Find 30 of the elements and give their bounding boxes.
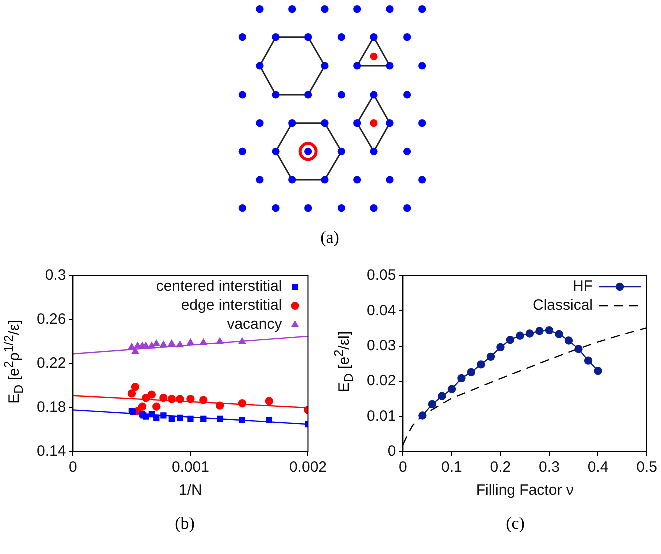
y-tick-label: 0.01 [366, 408, 396, 425]
y-tick-label: 0.05 [366, 267, 396, 284]
legend-label: vacancy [227, 316, 283, 334]
x-tick-label: 0.001 [172, 459, 210, 476]
y-tick-label: 0.18 [36, 399, 66, 416]
y-tick-label: 0.04 [366, 302, 396, 320]
x-tick-label: 0.4 [588, 459, 609, 476]
x-tick-label: 0.1 [442, 459, 462, 476]
y-tick-label: 0.3 [45, 267, 66, 284]
y-tick-label: 0.22 [36, 355, 66, 372]
x-axis-title: Filling Factor ν [476, 482, 574, 500]
y-tick-label: 0.02 [366, 372, 396, 390]
legend-label: Classical [532, 297, 593, 314]
text: (c) [506, 514, 525, 534]
x-tick-label: 0.5 [636, 459, 658, 476]
x-tick-label: 0.2 [490, 459, 512, 476]
x-tick-label: 0.3 [539, 459, 560, 476]
legend-label: centered interstitial [156, 278, 282, 296]
text: (b) [175, 514, 195, 534]
text: (a) [320, 228, 340, 248]
x-tick-label: 0.002 [289, 459, 328, 476]
y-tick-label: 0.26 [36, 311, 66, 328]
x-tick-label: 0 [69, 459, 78, 476]
x-tick-label: 0 [399, 459, 408, 476]
x-axis-title: 1/N [179, 482, 202, 500]
legend-label: HF [573, 278, 593, 296]
y-tick-label: 0.14 [36, 443, 66, 460]
legend-label: edge interstitial [181, 297, 282, 314]
y-tick-label: 0 [388, 443, 396, 460]
y-tick-label: 0.03 [366, 338, 396, 355]
